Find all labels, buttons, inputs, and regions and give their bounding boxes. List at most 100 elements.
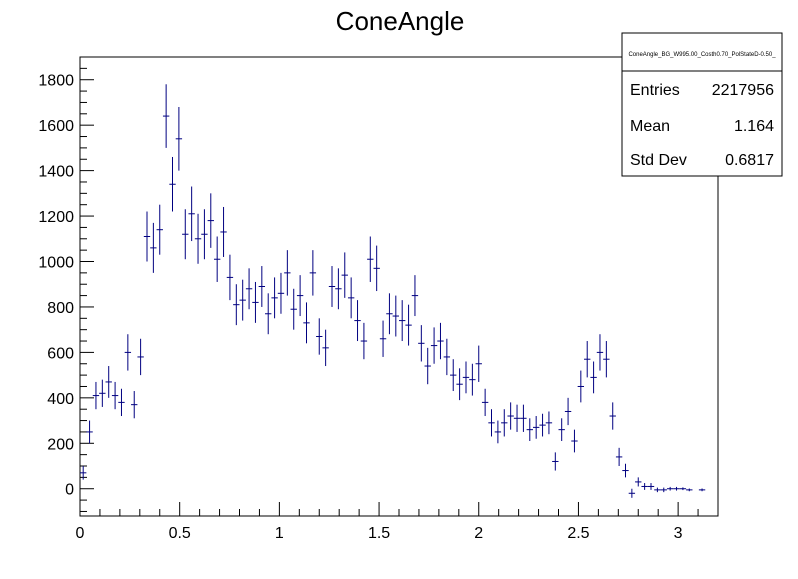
data-point: [488, 409, 495, 437]
data-point: [309, 250, 317, 296]
y-axis: 0 200 400 600 800 1000 1200 1400 1600 1800: [38, 67, 94, 512]
data-point: [303, 302, 310, 344]
data-point: [245, 268, 253, 310]
x-tick-label: 2: [474, 525, 483, 542]
data-point: [316, 318, 323, 355]
data-point: [571, 429, 578, 453]
data-point: [526, 418, 533, 442]
data-point: [399, 300, 406, 342]
data-point: [590, 361, 597, 394]
data-point: [213, 236, 221, 282]
data-point: [379, 320, 387, 357]
data-point: [603, 341, 610, 378]
y-tick-label: 400: [47, 391, 74, 408]
y-tick-label: 0: [65, 482, 74, 499]
data-point: [647, 483, 655, 490]
data-point: [545, 411, 553, 435]
x-tick-label: 3: [674, 525, 683, 542]
data-point: [322, 329, 329, 367]
data-point: [341, 252, 348, 298]
data-point: [239, 279, 246, 321]
data-point: [143, 211, 151, 262]
data-point: [596, 334, 604, 371]
data-point: [265, 293, 272, 335]
data-point: [131, 391, 138, 419]
data-point: [660, 487, 667, 493]
stats-entries-value: 2217956: [712, 82, 774, 99]
stats-box-name: ConeAngle_BG_W995.00_Costh0.70_PolStateD…: [628, 52, 776, 58]
data-point: [475, 345, 482, 382]
data-point: [673, 486, 680, 491]
data-point: [290, 288, 297, 330]
data-point: [469, 363, 476, 396]
stats-stddev-label: Std Dev: [630, 152, 687, 169]
data-point: [430, 327, 438, 364]
data-point: [507, 402, 514, 430]
data-point: [386, 293, 393, 335]
y-tick-label: 1400: [38, 164, 74, 181]
data-point: [252, 281, 259, 323]
data-point: [182, 209, 189, 260]
data-point: [539, 413, 546, 437]
data-point: [552, 452, 559, 471]
data-point: [635, 477, 642, 487]
stats-box: ConeAngle_BG_W995.00_Costh0.70_PolStateD…: [621, 32, 783, 177]
data-point: [481, 388, 489, 417]
data-point: [367, 236, 374, 282]
data-point: [564, 397, 572, 426]
data-point: [80, 466, 87, 480]
data-point: [411, 275, 419, 317]
x-tick-label: 0.5: [169, 525, 191, 542]
data-point: [462, 361, 470, 394]
data-point: [615, 447, 623, 467]
data-point: [641, 483, 648, 490]
data-point: [118, 388, 125, 417]
y-tick-label: 1600: [38, 118, 74, 135]
data-point: [277, 272, 285, 314]
data-point: [437, 322, 444, 360]
data-point: [86, 420, 93, 444]
data-point: [520, 404, 527, 432]
data-point: [679, 487, 687, 491]
data-point: [156, 204, 163, 255]
y-tick-label: 1000: [38, 255, 74, 272]
data-point: [347, 277, 355, 319]
stats-stddev-value: 0.6817: [725, 152, 774, 169]
data-point: [162, 84, 170, 148]
data-point: [450, 359, 457, 392]
stats-entries-label: Entries: [630, 82, 680, 99]
chart-title: ConeAngle: [336, 6, 465, 36]
data-point: [418, 325, 425, 362]
data-point: [609, 402, 616, 430]
data-point: [424, 347, 431, 385]
stats-box-frame: [621, 32, 783, 177]
data-point: [513, 404, 521, 432]
data-point: [175, 106, 183, 171]
y-tick-label: 1200: [38, 209, 74, 226]
data-point: [137, 338, 144, 376]
y-tick-label: 1800: [38, 73, 74, 90]
data-point: [150, 222, 157, 273]
data-point: [188, 186, 195, 242]
data-point: [405, 304, 412, 346]
data-point: [335, 268, 342, 310]
x-axis: 0 0.5 1 1.5 2 2.5 3: [76, 502, 699, 542]
y-tick-label: 600: [47, 345, 74, 362]
data-point: [443, 338, 451, 376]
y-tick-label: 800: [47, 300, 74, 317]
data-point: [105, 366, 112, 398]
data-point: [354, 300, 361, 342]
data-point: [271, 277, 278, 319]
data-point: [654, 487, 661, 493]
data-point: [111, 381, 119, 410]
stats-mean-label: Mean: [630, 118, 670, 135]
data-point: [628, 488, 636, 498]
stats-mean-value: 1.164: [734, 118, 774, 135]
data-point: [296, 275, 304, 317]
data-point: [698, 488, 706, 492]
data-point: [124, 334, 132, 371]
data-point: [494, 420, 502, 444]
data-point: [392, 295, 399, 337]
data-point: [284, 250, 291, 296]
